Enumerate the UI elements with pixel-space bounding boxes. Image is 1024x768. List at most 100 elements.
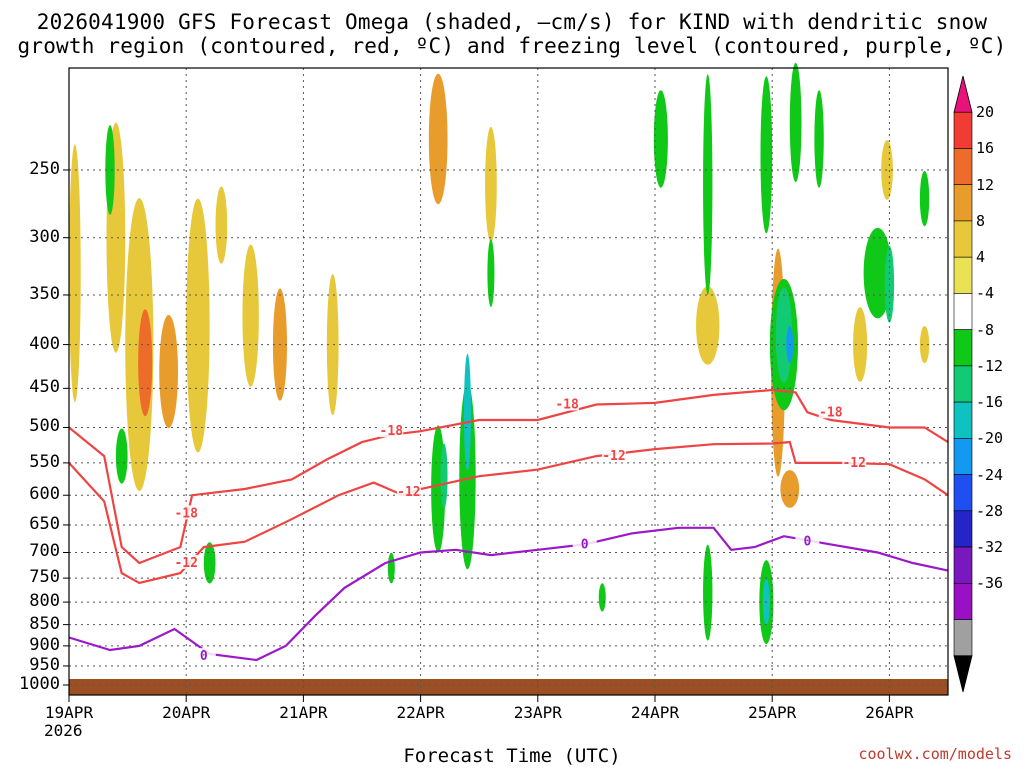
colorbar-segment — [953, 401, 973, 439]
colorbar-segment — [953, 256, 973, 294]
omega-shade-region — [115, 428, 128, 484]
contour-label: 0 — [803, 535, 811, 550]
contour-label: 0 — [581, 537, 589, 552]
omega-shade-region — [459, 383, 476, 570]
contour-label-bg — [572, 536, 597, 551]
colorbar-segment — [953, 220, 973, 258]
y-tick-label: 850 — [29, 613, 60, 634]
omega-shade-region — [428, 73, 448, 205]
omega-shade-region — [105, 125, 115, 215]
contour-label: -12 — [397, 485, 420, 500]
contour-label-bg — [842, 454, 867, 469]
colorbar-segment — [953, 510, 973, 548]
colorbar-segment — [953, 148, 973, 186]
omega-shade-region — [485, 126, 497, 243]
y-tick-label: 500 — [29, 416, 60, 437]
x-axis-title: Forecast Time (UTC) — [403, 745, 621, 767]
omega-shade-region — [696, 286, 720, 365]
contour-label: -18 — [380, 424, 404, 439]
y-tick-label: 350 — [29, 283, 60, 304]
y-tick-label: 300 — [29, 226, 60, 247]
x-tick-label: 22APR — [396, 703, 445, 722]
omega-shade-region — [863, 227, 892, 319]
y-tick-label: 950 — [29, 654, 60, 675]
x-tick-label: 19APR — [44, 703, 94, 722]
omega-shade-region — [780, 470, 800, 508]
contour-line--12 — [68, 440, 949, 585]
omega-shade-region — [159, 314, 178, 429]
y-tick-label: 600 — [29, 484, 60, 505]
colorbar-tick-label: 4 — [976, 248, 986, 267]
colorbar-tick-label: -32 — [976, 538, 1004, 557]
colorbar-tick-label: -16 — [976, 393, 1004, 412]
omega-shade-region — [919, 170, 930, 227]
contour-label: -12 — [174, 556, 197, 571]
omega-shade-region — [653, 90, 668, 188]
colorbar-tick-label: -24 — [976, 465, 1004, 484]
colorbar-bottom-triangle — [953, 655, 973, 693]
x-tick-label: 24APR — [630, 703, 680, 722]
omega-shade-region — [242, 244, 259, 387]
omega-shade-region — [186, 198, 210, 453]
y-tick-label: 800 — [29, 591, 60, 612]
omega-shade-region — [760, 76, 773, 234]
contour-label: -12 — [602, 449, 625, 464]
contour-label-bg — [818, 404, 843, 419]
contour-label-bg — [601, 448, 626, 463]
omega-shade-region — [703, 544, 713, 641]
source-credit: coolwx.com/models — [858, 745, 1012, 763]
colorbar-segment — [953, 582, 973, 620]
ground-band — [69, 679, 948, 695]
colorbar-tick-label: 12 — [976, 175, 995, 194]
y-tick-label: 750 — [29, 567, 60, 588]
omega-shade-region — [215, 186, 228, 264]
colorbar-tick-label: 8 — [976, 211, 986, 230]
y-tick-label: 450 — [29, 377, 60, 398]
colorbar-segment — [953, 474, 973, 512]
omega-shade-region — [789, 62, 802, 183]
chart-title-line-2: growth region (contoured, red, ºC) and f… — [17, 34, 1007, 58]
omega-shade-region — [853, 307, 868, 382]
contour-label: -18 — [555, 397, 579, 412]
colorbar-segment — [953, 293, 973, 330]
colorbar-tick-label: 16 — [976, 139, 995, 158]
colorbar-segment — [953, 619, 973, 657]
colorbar-tick-label: -20 — [976, 429, 1004, 448]
contour-label: -18 — [174, 506, 198, 521]
colorbar-segment — [953, 111, 973, 149]
contour-label-bg — [174, 505, 199, 520]
x-tick-label: 26APR — [865, 703, 914, 722]
contour-label-bg — [174, 554, 199, 569]
colorbar-tick-label: 20 — [976, 103, 995, 122]
y-tick-label: 650 — [29, 513, 60, 534]
contour-label-bg — [379, 423, 404, 438]
colorbar-tick-label: -8 — [976, 320, 995, 339]
colorbar-segment — [953, 184, 973, 222]
omega-shade-region — [69, 144, 81, 402]
y-tick-label: 550 — [29, 451, 60, 472]
y-tick-label: 400 — [29, 333, 60, 354]
colorbar-tick-label: -4 — [976, 284, 995, 303]
contour-label-bg — [191, 648, 216, 663]
contour-label: 0 — [200, 649, 208, 664]
contour-label-bg — [555, 396, 580, 411]
chart-title-line-1: 2026041900 GFS Forecast Omega (shaded, –… — [36, 10, 988, 34]
colorbar-segment — [953, 438, 973, 475]
omega-shade-region — [487, 239, 495, 307]
contour-label-bg — [396, 484, 421, 499]
colorbar-segment — [953, 546, 973, 584]
y-tick-label: 700 — [29, 541, 60, 562]
omega-shade-region — [598, 583, 606, 612]
plot-frame — [68, 67, 949, 696]
omega-shade-region — [919, 325, 930, 364]
colorbar-tick-label: -36 — [976, 574, 1004, 593]
omega-shade-region — [463, 353, 471, 471]
omega-shade-region — [440, 443, 448, 509]
contour-label-bg — [795, 533, 820, 548]
colorbar-top-triangle — [953, 75, 973, 113]
omega-shade-region — [881, 140, 893, 200]
contour-line--18 — [68, 388, 949, 565]
colorbar-segment — [953, 365, 973, 403]
x-tick-label: 25APR — [748, 703, 797, 722]
